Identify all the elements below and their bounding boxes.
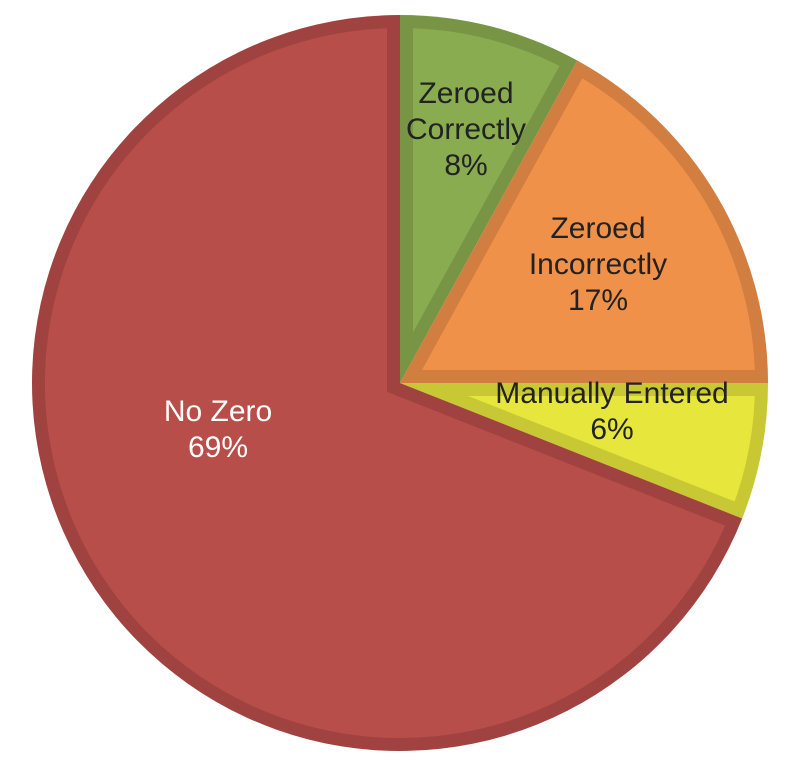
value-label: 6% — [590, 413, 634, 446]
pie-slice — [400, 60, 768, 384]
value-label: 8% — [444, 149, 488, 182]
slice-border — [32, 15, 743, 751]
category-label: Zeroed Correctly — [405, 77, 526, 146]
slice-border — [400, 15, 578, 383]
pie-slice — [400, 15, 578, 383]
slice-border — [400, 60, 768, 384]
slice-border — [400, 383, 768, 519]
pie-slice — [32, 15, 743, 751]
slice-label: Zeroed Incorrectly 17% — [498, 211, 698, 319]
pie-slice — [400, 383, 768, 519]
category-label: Zeroed Incorrectly — [528, 212, 668, 281]
slice-label: Manually Entered 6% — [452, 376, 772, 448]
value-label: 69% — [187, 431, 249, 464]
slice-label: No Zero 69% — [118, 394, 318, 466]
category-label: No Zero — [163, 395, 273, 428]
category-label: Manually Entered — [495, 377, 729, 410]
value-label: 17% — [567, 284, 629, 317]
slice-label: Zeroed Correctly 8% — [376, 76, 556, 184]
